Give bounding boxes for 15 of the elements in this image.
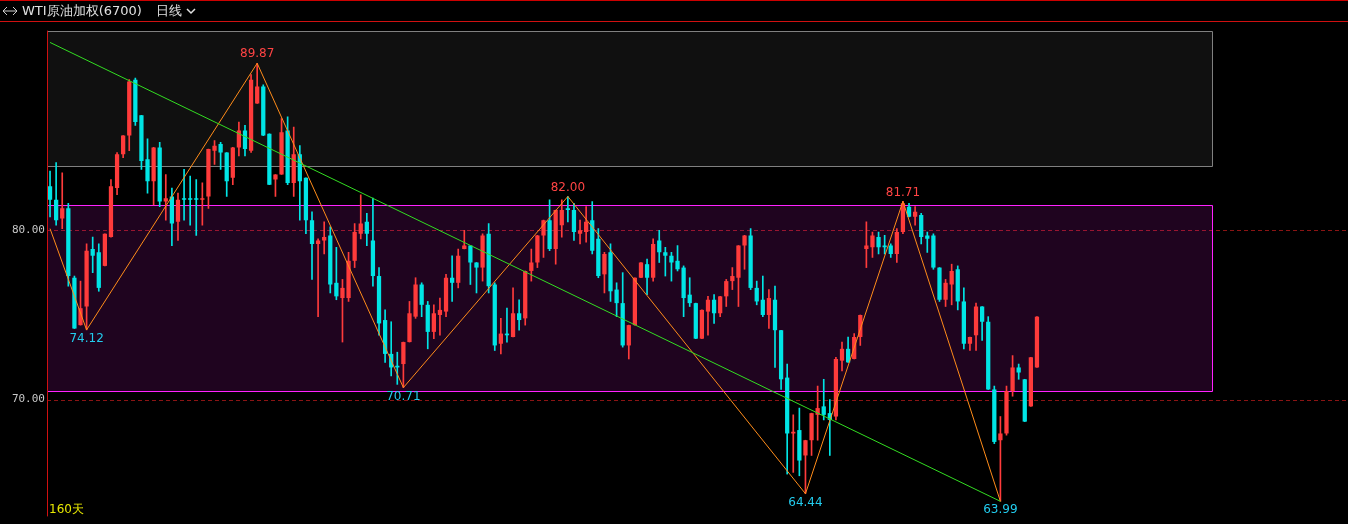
candlestick: [1034, 316, 1040, 368]
candlestick: [632, 277, 638, 326]
annotation: 82.00: [550, 179, 586, 194]
annotation: 81.71: [885, 184, 921, 199]
annotation: 63.99: [983, 501, 1018, 516]
annotation: 89.87: [240, 46, 275, 61]
y-tick-label: 70.00: [11, 392, 45, 406]
annotation: 64.44: [788, 494, 823, 509]
chart-title: WTI原油加权(6700): [22, 2, 142, 20]
annotation: 160天: [49, 501, 84, 516]
candlestick: [699, 309, 705, 339]
chart-subtitle: 日线: [155, 2, 182, 20]
annotation: 70.71: [386, 388, 421, 403]
annotation: 74.12: [69, 330, 104, 345]
y-tick-label: 80.00: [11, 223, 45, 237]
